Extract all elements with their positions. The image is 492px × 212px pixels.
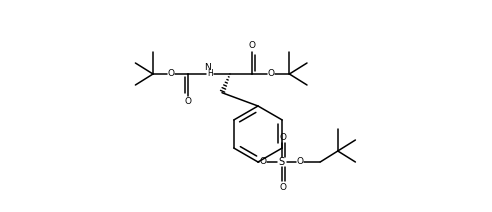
Text: N: N: [204, 63, 211, 71]
Text: O: O: [248, 42, 255, 50]
Text: O: O: [267, 70, 274, 78]
Text: O: O: [297, 158, 304, 166]
Text: O: O: [279, 183, 286, 191]
Text: O: O: [184, 98, 192, 106]
Text: O: O: [259, 158, 267, 166]
Text: O: O: [167, 70, 174, 78]
Text: S: S: [278, 157, 285, 167]
Text: O: O: [279, 132, 286, 141]
Text: H: H: [207, 68, 213, 78]
